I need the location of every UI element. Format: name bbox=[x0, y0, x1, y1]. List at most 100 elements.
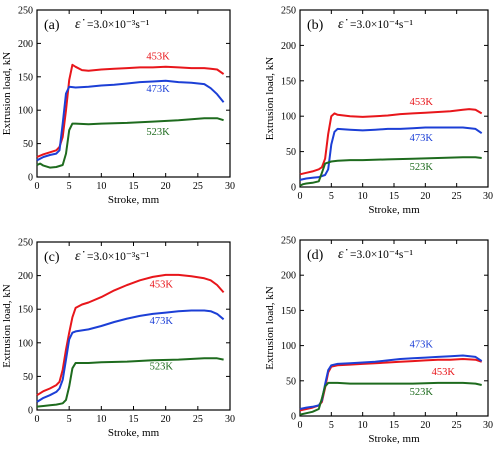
x-tick-label: 5 bbox=[67, 414, 72, 425]
strain-rate-value: =3.0×10⁻⁴s⁻¹ bbox=[350, 249, 413, 261]
x-tick-label: 15 bbox=[129, 414, 139, 425]
chart-panel-4: 0 5 10 15 20 25 30 0 50 100 150 200 250 Stroke, mm Ext… bbox=[264, 236, 493, 446]
strain-rate-value: =3.0×10⁻³s⁻¹ bbox=[87, 19, 150, 31]
y-tick-label: 150 bbox=[18, 72, 33, 83]
strain-rate-value: =3.0×10⁻⁴s⁻¹ bbox=[350, 19, 413, 31]
y-tick-label: 150 bbox=[281, 306, 296, 317]
x-axis-label: Stroke, mm bbox=[108, 194, 160, 206]
x-tick-label: 15 bbox=[129, 181, 139, 192]
y-tick-label: 50 bbox=[286, 147, 296, 158]
chart-panel-1: 0 5 10 15 20 25 30 0 50 100 150 200 250 Stroke, mm Ext… bbox=[1, 6, 235, 207]
series-line-453K bbox=[36, 273, 225, 397]
series-annotation-473K: 473K bbox=[410, 340, 434, 351]
x-tick-label: 15 bbox=[389, 420, 399, 431]
y-tick-label: 250 bbox=[281, 6, 296, 17]
x-tick-label: 20 bbox=[420, 420, 430, 431]
x-tick-label: 25 bbox=[193, 414, 203, 425]
x-tick-label: 0 bbox=[35, 414, 40, 425]
strain-rate-value: =3.0×10⁻³s⁻¹ bbox=[87, 251, 150, 263]
x-tick-label: 0 bbox=[298, 420, 303, 431]
series-annotation-453K: 453K bbox=[410, 97, 434, 108]
series-line-523K bbox=[36, 117, 224, 169]
y-tick-label: 0 bbox=[291, 412, 296, 423]
panel-label: (d) bbox=[307, 248, 324, 263]
series-line-453K bbox=[299, 108, 483, 176]
x-tick-label: 10 bbox=[358, 420, 368, 431]
y-tick-label: 0 bbox=[28, 406, 33, 417]
series-line-523K bbox=[299, 156, 482, 187]
series-annotation-523K: 523K bbox=[410, 162, 434, 173]
strain-rate-symbol: ε̇ bbox=[75, 249, 85, 264]
panel-label: (c) bbox=[44, 250, 60, 265]
series-annotation-473K: 473K bbox=[146, 84, 170, 95]
x-tick-label: 30 bbox=[483, 191, 493, 202]
y-tick-label: 250 bbox=[18, 238, 33, 249]
x-tick-label: 0 bbox=[298, 191, 303, 202]
x-tick-label: 30 bbox=[225, 414, 235, 425]
x-axis-label: Stroke, mm bbox=[368, 433, 420, 445]
y-axis-label: Extrusion load, kN bbox=[1, 52, 13, 135]
series-line-473K bbox=[36, 79, 225, 162]
y-axis-label: Extrusion load, kN bbox=[264, 57, 276, 140]
y-tick-label: 100 bbox=[18, 106, 33, 117]
series-annotation-453K: 453K bbox=[146, 51, 170, 62]
x-tick-label: 20 bbox=[161, 181, 171, 192]
series-line-473K bbox=[36, 309, 225, 403]
x-tick-label: 5 bbox=[67, 181, 72, 192]
y-tick-label: 0 bbox=[28, 173, 33, 184]
plot-frame bbox=[36, 241, 231, 411]
strain-rate-symbol: ε̇ bbox=[338, 17, 348, 32]
x-tick-label: 15 bbox=[389, 191, 399, 202]
series-annotation-523K: 523K bbox=[146, 127, 170, 138]
x-axis-label: Stroke, mm bbox=[108, 427, 160, 439]
x-tick-label: 20 bbox=[420, 191, 430, 202]
x-tick-label: 30 bbox=[225, 181, 235, 192]
y-tick-label: 200 bbox=[18, 39, 33, 50]
x-tick-label: 10 bbox=[96, 181, 106, 192]
series-line-523K bbox=[299, 381, 482, 416]
y-tick-label: 0 bbox=[291, 183, 296, 194]
panel-label: (b) bbox=[307, 18, 324, 33]
y-tick-label: 250 bbox=[18, 6, 33, 17]
x-tick-label: 0 bbox=[35, 181, 40, 192]
y-tick-label: 100 bbox=[18, 338, 33, 349]
y-tick-label: 50 bbox=[23, 372, 33, 383]
x-axis-label: Stroke, mm bbox=[368, 204, 420, 216]
y-tick-label: 150 bbox=[281, 76, 296, 87]
series-line-523K bbox=[36, 357, 224, 408]
chart-panel-3: 0 5 10 15 20 25 30 0 50 100 150 200 250 Stroke, mm Ext… bbox=[1, 238, 235, 440]
y-axis-label: Extrusion load, kN bbox=[264, 286, 276, 369]
panel-label: (a) bbox=[44, 18, 60, 33]
series-annotation-523K: 523K bbox=[150, 362, 174, 373]
y-tick-label: 150 bbox=[18, 305, 33, 316]
series-annotation-453K: 453K bbox=[432, 367, 456, 378]
y-tick-label: 50 bbox=[23, 139, 33, 150]
series-annotation-453K: 453K bbox=[150, 280, 174, 291]
y-tick-label: 200 bbox=[281, 271, 296, 282]
x-tick-label: 5 bbox=[329, 420, 334, 431]
x-tick-label: 25 bbox=[452, 191, 462, 202]
x-tick-label: 25 bbox=[452, 420, 462, 431]
y-tick-label: 250 bbox=[281, 236, 296, 247]
strain-rate-symbol: ε̇ bbox=[338, 247, 348, 262]
chart-panel-2: 0 5 10 15 20 25 30 0 50 100 150 200 250 Stroke, mm Ext… bbox=[264, 6, 493, 217]
x-tick-label: 5 bbox=[329, 191, 334, 202]
series-annotation-523K: 523K bbox=[410, 387, 434, 398]
plot-frame bbox=[299, 239, 489, 417]
series-annotation-473K: 473K bbox=[150, 316, 174, 327]
y-tick-label: 50 bbox=[286, 376, 296, 387]
x-tick-label: 10 bbox=[96, 414, 106, 425]
y-axis-label: Extrusion load, kN bbox=[1, 284, 13, 367]
x-tick-label: 25 bbox=[193, 181, 203, 192]
series-annotation-473K: 473K bbox=[410, 133, 434, 144]
x-tick-label: 10 bbox=[358, 191, 368, 202]
plot-frame bbox=[299, 9, 489, 188]
y-tick-label: 200 bbox=[281, 41, 296, 52]
strain-rate-symbol: ε̇ bbox=[75, 17, 85, 32]
y-tick-label: 100 bbox=[281, 341, 296, 352]
y-tick-label: 200 bbox=[18, 271, 33, 282]
y-tick-label: 100 bbox=[281, 112, 296, 123]
x-tick-label: 30 bbox=[483, 420, 493, 431]
x-tick-label: 20 bbox=[161, 414, 171, 425]
